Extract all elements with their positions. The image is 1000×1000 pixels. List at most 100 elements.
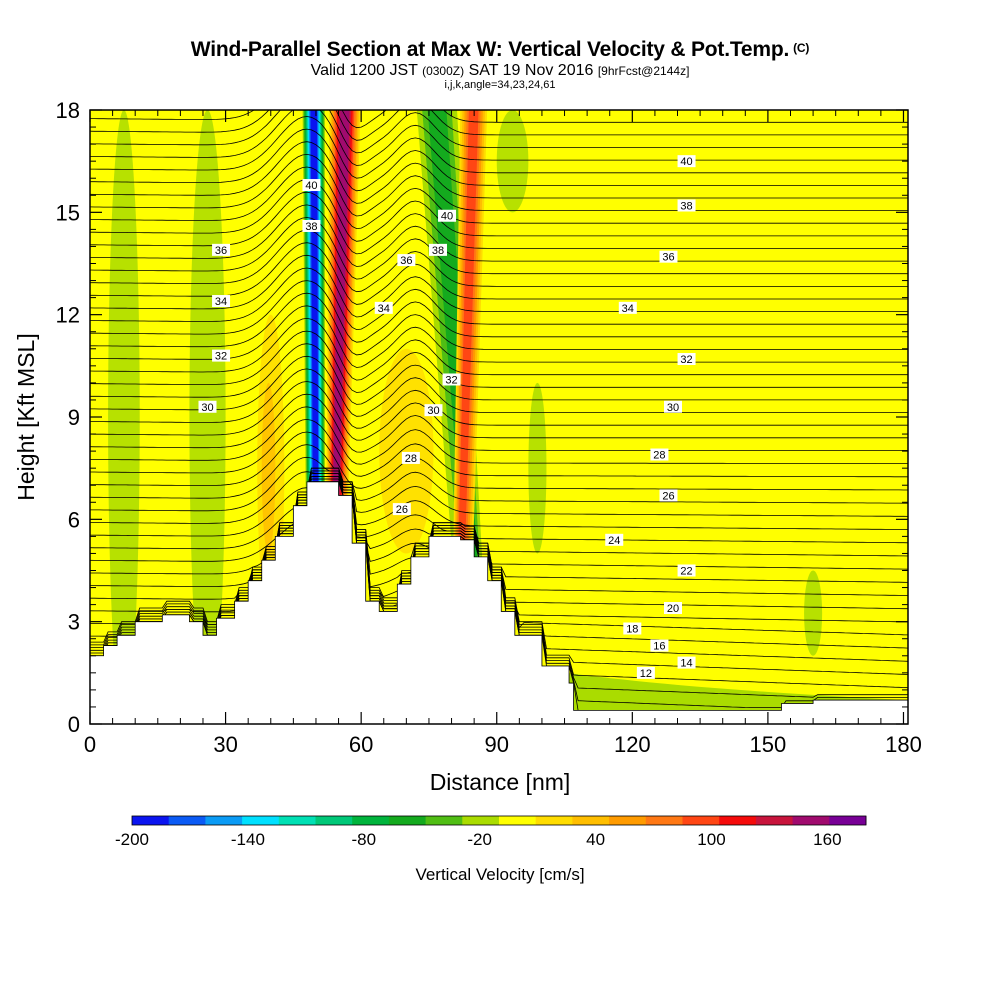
isentrope-label-bg-4 bbox=[677, 353, 696, 366]
colorbar-swatch-12 bbox=[572, 816, 610, 825]
plot-area bbox=[90, 110, 909, 724]
x-tick-label-6: 180 bbox=[885, 732, 922, 757]
colorbar-swatch-8 bbox=[425, 816, 463, 825]
field-patch-3 bbox=[261, 382, 276, 554]
y-tick-label-3: 9 bbox=[68, 405, 80, 430]
y-tick-label-4: 12 bbox=[56, 303, 80, 328]
isentrope-34 bbox=[90, 229, 908, 293]
zulu-time: (0300Z) bbox=[422, 64, 465, 78]
isentrope-label-0: 40 bbox=[680, 156, 692, 168]
colorbar-swatch-7 bbox=[388, 816, 427, 825]
isentrope-label-23: 36 bbox=[400, 255, 412, 267]
copyright-mark: (C) bbox=[793, 41, 810, 55]
colorbar-tick-label-0: -200 bbox=[115, 830, 149, 849]
isentrope-label-3: 34 bbox=[622, 303, 634, 315]
colorbar-swatch-2 bbox=[205, 816, 243, 825]
isentrope-18 bbox=[90, 431, 908, 491]
colorbar-swatch-1 bbox=[168, 816, 206, 825]
isentrope-label-17: 32 bbox=[215, 351, 227, 363]
isentrope-7 bbox=[90, 478, 909, 636]
colorbar-swatch-9 bbox=[462, 816, 500, 825]
isentrope-label-bg-20 bbox=[302, 219, 321, 232]
chart-title: Wind-Parallel Section at Max W: Vertical… bbox=[190, 38, 790, 61]
isentrope-8 bbox=[90, 476, 908, 623]
isentrope-label-bg-2 bbox=[659, 250, 678, 263]
isentrope-24 bbox=[90, 355, 908, 417]
isentrope-label-1: 38 bbox=[680, 201, 692, 213]
isentrope-label-bg-28 bbox=[392, 503, 411, 516]
colorbar-swatch-13 bbox=[609, 816, 647, 825]
chart-title-line: Wind-Parallel Section at Max W: Vertical… bbox=[0, 36, 1000, 62]
isentrope-12 bbox=[90, 481, 909, 570]
chart-subtitle: Valid 1200 JST (0300Z) SAT 19 Nov 2016 [… bbox=[0, 62, 1000, 80]
isentrope-14 bbox=[90, 476, 909, 544]
isentrope-10 bbox=[90, 470, 908, 596]
isentrope-label-bg-12 bbox=[650, 639, 669, 652]
isentrope-label-26: 30 bbox=[427, 405, 439, 417]
colorbar-swatch-16 bbox=[719, 816, 757, 825]
colorbar-swatch-0 bbox=[132, 816, 170, 825]
isentrope-46 bbox=[90, 110, 908, 141]
title-block: Wind-Parallel Section at Max W: Vertical… bbox=[0, 36, 1000, 91]
isentrope-44 bbox=[90, 110, 908, 166]
x-tick-label-3: 90 bbox=[484, 732, 508, 757]
updraft-2-layer-5 bbox=[457, 110, 479, 591]
isentrope-label-21: 40 bbox=[441, 211, 453, 223]
valid-date: SAT 19 Nov 2016 bbox=[468, 62, 594, 79]
x-tick-label-0: 0 bbox=[84, 732, 96, 757]
x-tick-label-2: 60 bbox=[349, 732, 373, 757]
x-tick-label-5: 150 bbox=[750, 732, 787, 757]
isentrope-label-bg-11 bbox=[623, 622, 642, 635]
colorbar-label: Vertical Velocity [cm/s] bbox=[415, 865, 584, 884]
isentrope-label-4: 32 bbox=[680, 354, 692, 366]
y-tick-label-5: 15 bbox=[56, 200, 80, 225]
isentrope-label-8: 24 bbox=[608, 535, 620, 547]
isentrope-label-bg-23 bbox=[397, 254, 416, 267]
isentrope-label-bg-5 bbox=[663, 400, 682, 413]
colorbar-tick-label-5: 100 bbox=[697, 830, 725, 849]
isentrope-label-16: 34 bbox=[215, 296, 227, 308]
isentrope-15 bbox=[90, 471, 909, 530]
isentrope-36 bbox=[90, 204, 908, 267]
isentrope-label-5: 30 bbox=[667, 402, 679, 414]
isentrope-label-24: 34 bbox=[378, 303, 390, 315]
isentrope-42 bbox=[90, 128, 908, 192]
isentrope-label-14: 12 bbox=[640, 668, 652, 680]
isentrope-label-11: 18 bbox=[626, 623, 638, 635]
isentrope-32 bbox=[90, 254, 908, 318]
isentrope-label-2: 36 bbox=[662, 252, 674, 264]
x-tick-label-1: 30 bbox=[213, 732, 237, 757]
isentrope-label-bg-21 bbox=[438, 209, 457, 222]
isentrope-label-bg-18 bbox=[198, 400, 217, 413]
field-patch-4 bbox=[528, 382, 547, 554]
isentrope-label-bg-27 bbox=[401, 451, 420, 464]
colorbar-tick-label-2: -80 bbox=[352, 830, 377, 849]
colorbar-swatch-11 bbox=[535, 816, 573, 825]
terrain bbox=[90, 481, 909, 724]
isentrope-39 bbox=[90, 166, 908, 230]
isentrope-labels: 40 38 36 34 32 30 28 26 24 22 20 18 16 14 12 36 34 32 30 40… bbox=[198, 155, 696, 680]
x-axis-label: Distance [nm] bbox=[430, 769, 571, 795]
isentrope-45 bbox=[90, 110, 908, 154]
colorbar-swatch-10 bbox=[499, 816, 537, 825]
isentrope-label-6: 28 bbox=[653, 450, 665, 462]
isentropes bbox=[90, 110, 909, 711]
isentrope-label-bg-15 bbox=[212, 243, 231, 256]
isentrope-16 bbox=[90, 456, 909, 517]
field-patch-0 bbox=[108, 110, 140, 724]
isentrope-label-bg-13 bbox=[677, 656, 696, 669]
isentrope-label-bg-22 bbox=[428, 243, 447, 256]
isentrope-23 bbox=[90, 368, 908, 429]
isentrope-43 bbox=[90, 116, 908, 179]
isentrope-label-27: 28 bbox=[405, 453, 417, 465]
colorbar-swatch-5 bbox=[315, 816, 353, 825]
isentrope-label-9: 22 bbox=[680, 566, 692, 578]
y-tick-label-2: 6 bbox=[68, 507, 80, 532]
valid-time: Valid 1200 JST bbox=[310, 62, 418, 79]
isentrope-13 bbox=[90, 478, 909, 557]
y-tick-label-1: 3 bbox=[68, 610, 80, 635]
colorbar-swatch-18 bbox=[792, 816, 830, 825]
field-patch-5 bbox=[804, 570, 823, 656]
field-patch-7 bbox=[496, 110, 529, 213]
isentrope-label-bg-7 bbox=[659, 489, 678, 502]
